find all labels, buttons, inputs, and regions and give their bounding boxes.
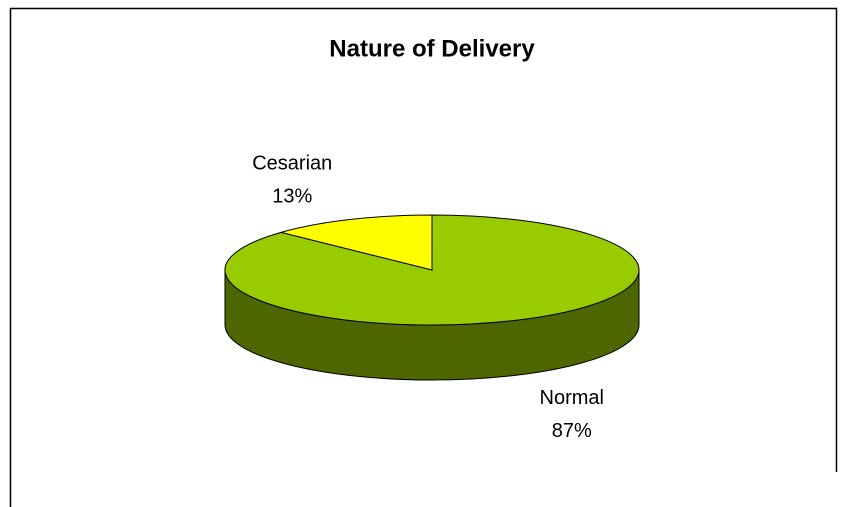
value-label: 87% [552, 420, 592, 442]
chart-title: Nature of Delivery [329, 35, 535, 62]
category-label: Normal [540, 387, 604, 409]
value-label: 13% [272, 185, 312, 207]
pie-slice [224, 214, 640, 326]
category-label: Cesarian [252, 152, 332, 174]
pie-slice [279, 214, 433, 271]
chart-frame [9, 7, 838, 507]
